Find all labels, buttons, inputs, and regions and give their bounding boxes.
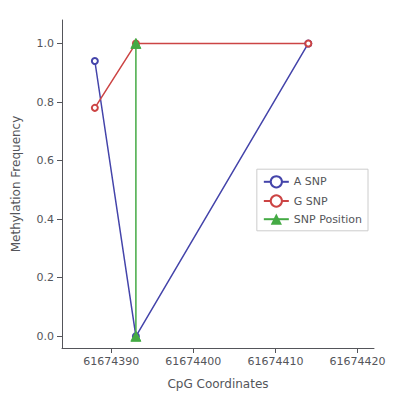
svg-text:61674400: 61674400 [165,355,221,368]
svg-text:61674410: 61674410 [247,355,303,368]
svg-text:1.0: 1.0 [37,37,55,50]
svg-text:SNP Position: SNP Position [294,213,362,226]
svg-text:CpG Coordinates: CpG Coordinates [167,377,268,391]
svg-text:A SNP: A SNP [294,175,327,188]
svg-text:0.8: 0.8 [37,96,55,109]
svg-text:0.6: 0.6 [37,154,55,167]
svg-text:61674420: 61674420 [330,355,386,368]
svg-text:61674390: 61674390 [83,355,139,368]
svg-text:Methylation Frequency: Methylation Frequency [9,116,23,253]
svg-text:0.4: 0.4 [37,213,55,226]
svg-text:0.2: 0.2 [37,271,55,284]
svg-text:0.0: 0.0 [37,330,55,343]
svg-text:G SNP: G SNP [294,195,328,208]
